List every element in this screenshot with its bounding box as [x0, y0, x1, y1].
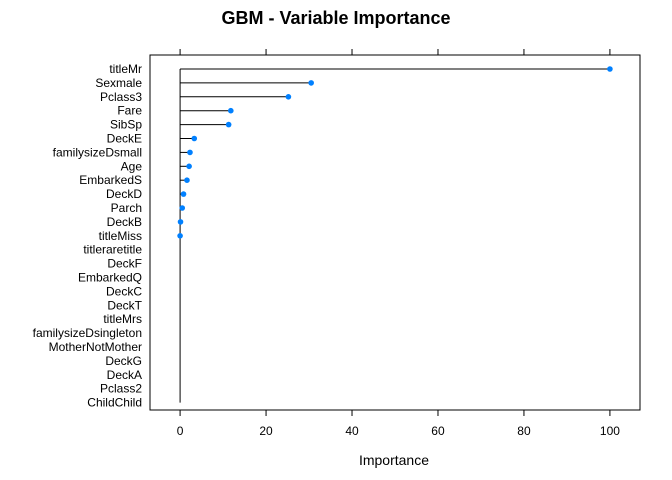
- chart-title: GBM - Variable Importance: [221, 8, 450, 28]
- importance-point: [177, 219, 184, 225]
- x-tick-label: 60: [431, 424, 445, 438]
- x-tick-label: 100: [600, 424, 620, 438]
- category-label: DeckB: [107, 215, 142, 229]
- category-label: Fare: [117, 104, 142, 118]
- importance-point: [308, 80, 314, 86]
- category-label: DeckD: [106, 187, 142, 201]
- category-label: SibSp: [110, 118, 142, 132]
- x-axis-tick-labels: 0 20 40 60 80 100: [177, 424, 621, 438]
- x-tick-label: 0: [177, 424, 184, 438]
- importance-point: [285, 94, 292, 100]
- importance-point: [225, 121, 232, 128]
- category-label: titleMiss: [99, 229, 142, 243]
- top-axis-ticks: [179, 49, 611, 55]
- category-label: titleraretitle: [83, 243, 142, 257]
- x-tick-label: 80: [517, 424, 531, 438]
- category-label: ChildChild: [87, 396, 142, 410]
- category-label: Pclass3: [100, 90, 142, 104]
- category-label: titleMrs: [103, 312, 142, 326]
- importance-point: [180, 191, 187, 197]
- x-tick-label: 20: [259, 424, 273, 438]
- category-label: Pclass2: [100, 382, 142, 396]
- category-label: Age: [121, 159, 143, 173]
- bottom-axis-ticks: [179, 410, 611, 416]
- category-label: DeckG: [105, 354, 142, 368]
- category-label: Sexmale: [95, 76, 142, 90]
- category-label: DeckC: [106, 284, 142, 298]
- category-label: familysizeDsingleton: [33, 326, 142, 340]
- category-label: DeckF: [107, 257, 142, 271]
- category-label: DeckT: [107, 298, 142, 312]
- category-label: MotherNotMother: [49, 340, 142, 354]
- importance-point: [184, 177, 190, 183]
- category-label: DeckA: [107, 368, 142, 382]
- importance-point: [187, 149, 193, 156]
- category-label: Parch: [111, 201, 142, 215]
- importance-point: [607, 66, 613, 72]
- importance-point: [177, 233, 183, 239]
- category-label: EmbarkedS: [79, 173, 142, 187]
- importance-point: [191, 135, 198, 142]
- category-label: DeckE: [107, 132, 142, 146]
- y-axis-category-labels: titleMrSexmalePclass3FareSibSpDeckEfamil…: [33, 62, 143, 410]
- category-label: familysizeDsmall: [53, 145, 142, 159]
- category-label: titleMr: [109, 62, 142, 76]
- importance-point: [228, 107, 234, 114]
- importance-point: [179, 205, 186, 211]
- x-tick-label: 40: [345, 424, 359, 438]
- importance-stems: [179, 68, 610, 403]
- x-axis-label: Importance: [359, 452, 429, 468]
- importance-points: [177, 66, 613, 239]
- category-label: EmbarkedQ: [78, 271, 142, 285]
- importance-point: [186, 163, 192, 170]
- plot-frame: [149, 54, 641, 411]
